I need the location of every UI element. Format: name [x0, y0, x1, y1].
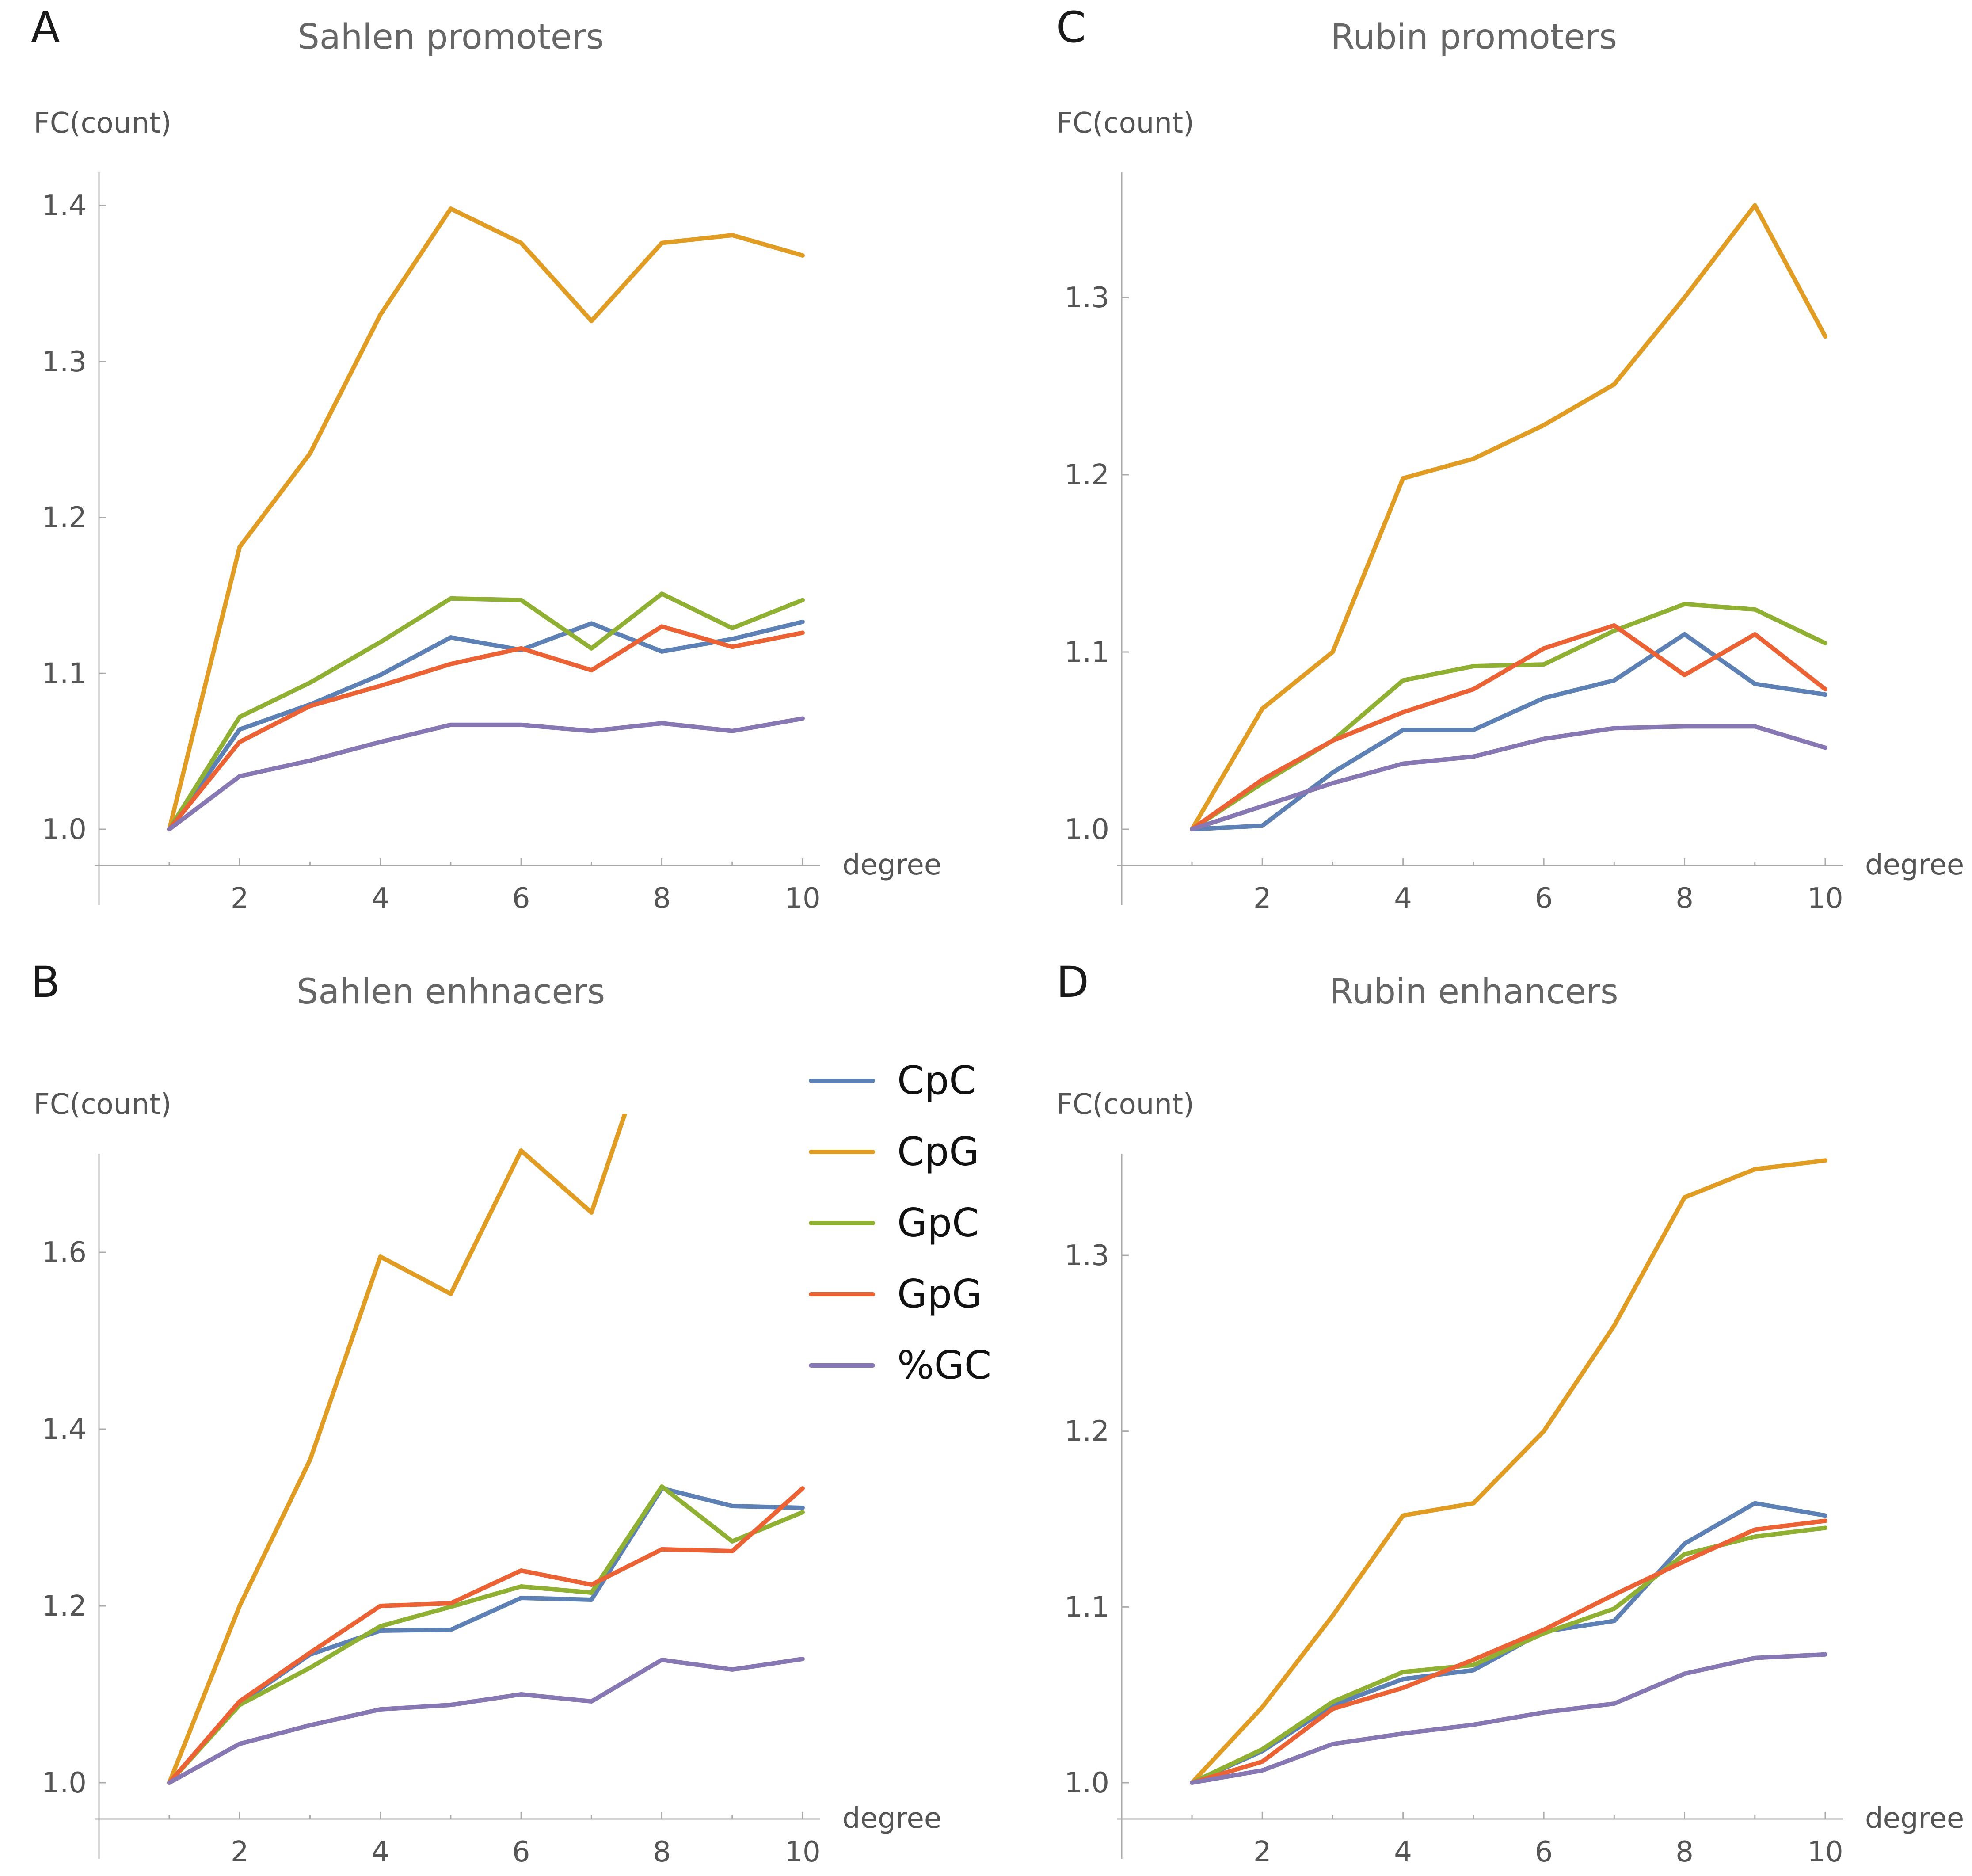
y-tick-label: 1.0 [42, 813, 87, 846]
panel-B: B Sahlen enhnacers FC(count) degree 2 4 6 8 10 1.… [31, 957, 941, 1868]
series-group [1190, 1158, 1827, 1785]
series-line-cpg [1190, 203, 1827, 831]
x-axis-label: degree [1865, 849, 1964, 881]
x-tick-label: 4 [371, 1836, 389, 1868]
x-tick-label: 8 [1675, 1836, 1694, 1868]
panel-title: Sahlen promoters [297, 17, 604, 57]
x-tick-label: 2 [1253, 1836, 1272, 1868]
panel-letter: C [1056, 3, 1086, 52]
y-tick-label: 1.0 [1064, 1767, 1109, 1800]
y-tick-label: 1.4 [42, 1413, 87, 1446]
y-axis-label: FC(count) [1056, 1088, 1194, 1121]
panel-A: A Sahlen promoters FC(count) degree 2 4 6 8 10 1.… [31, 3, 941, 915]
x-axis-label: degree [1865, 1802, 1964, 1835]
legend-label: %GC [897, 1342, 991, 1388]
y-tick-label: 1.6 [42, 1236, 87, 1269]
series-line-cpg [167, 206, 805, 831]
series-group [167, 1114, 805, 1785]
x-tick-label: 2 [231, 882, 249, 915]
panel-title: Rubin promoters [1331, 17, 1617, 57]
panel-letter: A [31, 3, 60, 52]
series-line-cpg [167, 1114, 628, 1785]
legend-label: CpG [897, 1129, 979, 1174]
y-tick-label: 1.0 [42, 1767, 87, 1800]
x-axis-label: degree [842, 1802, 941, 1835]
series-line-gpc [167, 591, 805, 831]
legend: CpC CpG GpC GpG %GC [809, 1058, 991, 1388]
y-tick-label: 1.1 [1064, 1591, 1109, 1624]
y-axis-label: FC(count) [34, 1088, 171, 1121]
x-tick-label: 10 [784, 882, 820, 915]
x-tick-label: 10 [784, 1836, 820, 1868]
x-tick-label: 4 [1394, 882, 1412, 915]
legend-label: GpC [897, 1200, 979, 1246]
series-line-cpg [1190, 1158, 1827, 1785]
y-tick-label: 1.4 [42, 190, 87, 222]
x-tick-label: 6 [1535, 882, 1553, 915]
series-line-gpg [167, 1486, 805, 1785]
series-line-gpg [167, 624, 805, 831]
panel-title: Rubin enhancers [1329, 972, 1618, 1012]
y-tick-label: 1.2 [1064, 459, 1109, 492]
series-line-cpc [167, 619, 805, 831]
legend-label: CpC [897, 1058, 976, 1103]
y-tick-label: 1.3 [1064, 1239, 1109, 1272]
series-line-gpc [167, 1484, 805, 1785]
series-line-gpc [1190, 602, 1827, 831]
y-tick-label: 1.2 [42, 1590, 87, 1623]
series-line-gpg [1190, 623, 1827, 831]
y-axis-label: FC(count) [34, 107, 171, 140]
panel-C: C Rubin promoters FC(count) degree 2 4 6 8 10 1.0… [1056, 3, 1964, 915]
series-line-pctgc [167, 716, 805, 831]
y-tick-label: 1.3 [42, 346, 87, 378]
series-line-pctgc [167, 1657, 805, 1785]
panel-D: D Rubin enhancers FC(count) degree 2 4 6 8 10 1.0… [1056, 957, 1964, 1868]
panel-letter: B [31, 957, 60, 1007]
y-tick-label: 1.2 [42, 502, 87, 534]
series-group [1190, 203, 1827, 831]
x-tick-label: 10 [1807, 1836, 1843, 1868]
x-tick-label: 2 [1253, 882, 1272, 915]
x-tick-label: 8 [653, 882, 671, 915]
series-group [167, 206, 805, 831]
y-tick-label: 1.3 [1064, 282, 1109, 314]
series-line-cpc [1190, 632, 1827, 831]
x-tick-label: 8 [653, 1836, 671, 1868]
y-tick-label: 1.1 [1064, 636, 1109, 669]
x-tick-label: 10 [1807, 882, 1843, 915]
x-tick-label: 4 [371, 882, 389, 915]
panel-title: Sahlen enhnacers [297, 972, 605, 1012]
x-tick-label: 8 [1675, 882, 1694, 915]
y-tick-label: 1.0 [1064, 813, 1109, 846]
series-line-pctgc [1190, 724, 1827, 831]
series-line-gpg [1190, 1518, 1827, 1785]
x-tick-label: 6 [1535, 1836, 1553, 1868]
legend-label: GpG [897, 1271, 982, 1317]
panel-letter: D [1056, 957, 1089, 1007]
y-tick-label: 1.1 [42, 657, 87, 690]
y-axis-label: FC(count) [1056, 107, 1194, 140]
x-tick-label: 6 [512, 1836, 530, 1868]
x-tick-label: 4 [1394, 1836, 1412, 1868]
x-tick-label: 6 [512, 882, 530, 915]
x-axis-label: degree [842, 849, 941, 881]
x-tick-label: 2 [231, 1836, 249, 1868]
series-line-pctgc [1190, 1652, 1827, 1785]
y-tick-label: 1.2 [1064, 1415, 1109, 1448]
